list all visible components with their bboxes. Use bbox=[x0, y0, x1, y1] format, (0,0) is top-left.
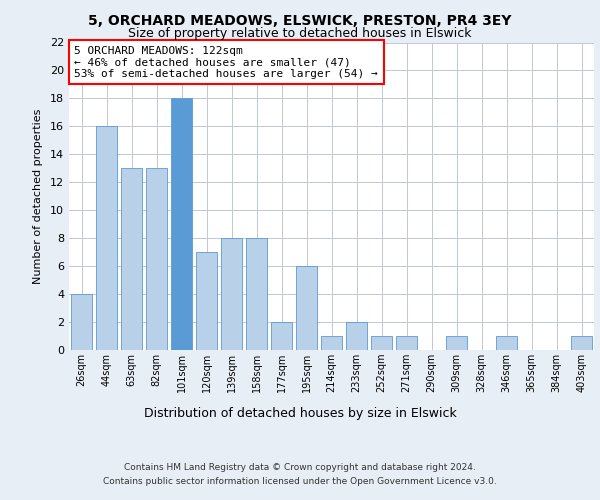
Bar bbox=[171, 98, 192, 350]
Bar bbox=[446, 336, 467, 350]
Bar bbox=[296, 266, 317, 350]
Bar bbox=[146, 168, 167, 350]
Bar bbox=[196, 252, 217, 350]
Text: Size of property relative to detached houses in Elswick: Size of property relative to detached ho… bbox=[128, 28, 472, 40]
Text: Distribution of detached houses by size in Elswick: Distribution of detached houses by size … bbox=[143, 408, 457, 420]
Y-axis label: Number of detached properties: Number of detached properties bbox=[33, 108, 43, 284]
Text: 5 ORCHARD MEADOWS: 122sqm
← 46% of detached houses are smaller (47)
53% of semi-: 5 ORCHARD MEADOWS: 122sqm ← 46% of detac… bbox=[74, 46, 378, 79]
Text: 5, ORCHARD MEADOWS, ELSWICK, PRESTON, PR4 3EY: 5, ORCHARD MEADOWS, ELSWICK, PRESTON, PR… bbox=[88, 14, 512, 28]
Bar bbox=[221, 238, 242, 350]
Text: Contains HM Land Registry data © Crown copyright and database right 2024.: Contains HM Land Registry data © Crown c… bbox=[124, 462, 476, 471]
Bar bbox=[396, 336, 417, 350]
Bar bbox=[246, 238, 267, 350]
Bar bbox=[346, 322, 367, 350]
Bar bbox=[321, 336, 342, 350]
Bar bbox=[371, 336, 392, 350]
Bar bbox=[121, 168, 142, 350]
Bar bbox=[571, 336, 592, 350]
Text: Contains public sector information licensed under the Open Government Licence v3: Contains public sector information licen… bbox=[103, 478, 497, 486]
Bar bbox=[96, 126, 117, 350]
Bar bbox=[71, 294, 92, 350]
Bar bbox=[496, 336, 517, 350]
Bar bbox=[271, 322, 292, 350]
